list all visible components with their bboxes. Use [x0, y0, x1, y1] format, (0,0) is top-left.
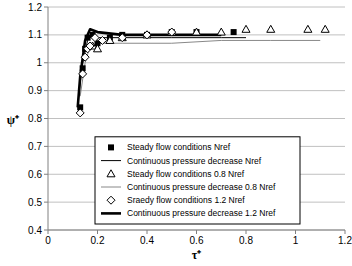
x-tick-label: 1.2 — [338, 235, 352, 246]
legend-label: Continuous pressure decrease 0.8 Nref — [127, 182, 276, 192]
grid-line — [48, 62, 345, 63]
x-tick-label: 1 — [293, 235, 299, 246]
series-line — [80, 40, 320, 96]
y-tick — [44, 202, 48, 203]
point — [143, 31, 151, 39]
point — [267, 25, 275, 32]
legend-label: Continuous pressure decrease Nref — [127, 156, 262, 166]
point — [217, 28, 225, 35]
point — [143, 31, 151, 38]
legend-label: Sraedy flow conditions 1.2 Nref — [127, 195, 245, 205]
point — [76, 109, 84, 117]
y-tick — [44, 34, 48, 35]
point — [94, 45, 102, 52]
y-axis — [48, 7, 49, 230]
y-tick-label: 1.1 — [28, 29, 42, 40]
y-tick-label: 0.7 — [28, 141, 42, 152]
legend-swatch — [107, 170, 115, 177]
point — [168, 28, 176, 36]
x-axis-label: τ⁺ — [192, 248, 202, 262]
y-tick — [44, 118, 48, 119]
y-axis-label: ψ⁺ — [7, 113, 19, 127]
grid-line — [48, 118, 345, 119]
point — [168, 28, 176, 35]
x-tick — [246, 230, 247, 234]
x-tick-label: 0.8 — [239, 235, 253, 246]
x-tick — [97, 230, 98, 234]
x-tick — [48, 230, 49, 234]
legend-swatch — [101, 187, 121, 188]
point — [81, 53, 89, 61]
point — [86, 42, 94, 50]
x-tick — [345, 230, 346, 234]
legend: Steady flow conditions Nref Continuous pr… — [95, 137, 300, 224]
legend-swatch — [101, 160, 121, 161]
chart: 0.4 0.5 0.6 0.7 0.8 0.9 1 1.1 1.2 0 0.2 0.4 0.6 0.8 1 1… — [0, 0, 352, 266]
point — [321, 25, 329, 32]
grid-line — [48, 90, 345, 91]
y-tick-label: 0.6 — [28, 169, 42, 180]
grid-line — [48, 230, 345, 231]
x-axis — [48, 230, 345, 231]
point — [193, 28, 201, 35]
x-tick — [295, 230, 296, 234]
x-tick-label: 0 — [45, 235, 51, 246]
x-tick — [147, 230, 148, 234]
legend-label: Continuous pressure decrease 1.2 Nref — [127, 208, 276, 218]
point — [106, 36, 114, 43]
point — [242, 25, 250, 32]
series-line — [78, 35, 246, 105]
y-tick-label: 0.4 — [28, 225, 42, 236]
legend-box — [95, 137, 300, 224]
y-tick — [44, 174, 48, 175]
y-tick-label: 1.2 — [28, 2, 42, 13]
x-tick-label: 0.2 — [91, 235, 105, 246]
y-tick-label: 0.9 — [28, 85, 42, 96]
y-tick-label: 0.5 — [28, 197, 42, 208]
point — [118, 34, 126, 42]
legend-swatch — [101, 212, 121, 215]
legend-swatch — [107, 196, 115, 204]
plot-data — [76, 25, 329, 117]
y-tick — [44, 230, 48, 231]
x-tick-label: 0.4 — [140, 235, 154, 246]
series-line — [78, 29, 222, 107]
point — [231, 29, 237, 35]
y-tick — [44, 90, 48, 91]
legend-label: Steady flow conditions Nref — [127, 142, 231, 152]
point — [169, 29, 175, 35]
point — [98, 36, 106, 44]
legend-label: Steady flow conditions 0.8 Nref — [127, 169, 245, 179]
y-tick-label: 0.8 — [28, 113, 42, 124]
point — [194, 29, 200, 35]
point — [144, 32, 150, 38]
legend-swatch — [108, 144, 114, 150]
x-tick — [196, 230, 197, 234]
point — [118, 34, 126, 41]
x-tick-label: 0.6 — [190, 235, 204, 246]
y-tick — [44, 62, 48, 63]
y-tick — [44, 146, 48, 147]
y-tick — [44, 7, 48, 8]
point — [304, 25, 312, 32]
point — [79, 70, 87, 78]
grid-line — [48, 7, 345, 8]
y-tick-label: 1 — [36, 57, 42, 68]
